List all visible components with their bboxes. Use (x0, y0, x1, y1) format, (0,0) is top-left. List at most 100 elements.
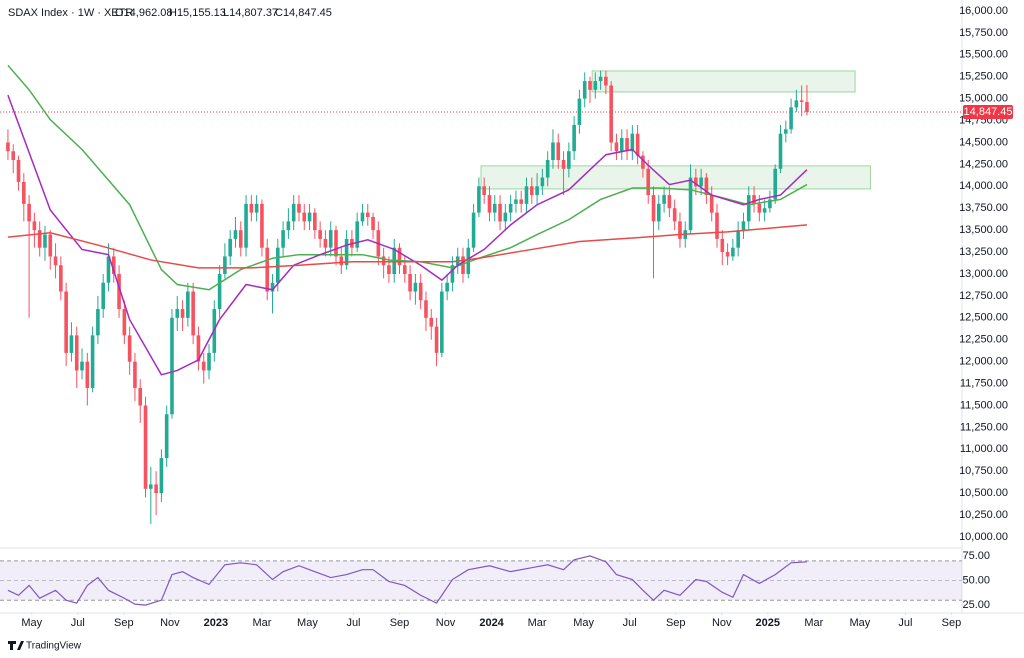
x-tick-label: 2024 (479, 617, 504, 629)
ohlc-low: L14,807.37 (223, 7, 278, 19)
candle-body (344, 238, 349, 266)
x-tick-label: 2023 (204, 617, 228, 629)
candle-body (180, 309, 185, 318)
candle-body (789, 107, 793, 130)
y-tick-label: 13,000.00 (959, 268, 1008, 280)
x-tick-label: Mar (528, 617, 547, 629)
candle-body (16, 160, 21, 182)
candle-body (535, 186, 539, 196)
candle-body (191, 291, 195, 336)
candle-body (286, 221, 291, 231)
candle-body (492, 203, 497, 213)
candle-body (381, 256, 386, 266)
candle-body (207, 352, 211, 371)
candle-body (577, 98, 582, 125)
candle-body (672, 208, 677, 222)
x-tick-label: Sep (942, 617, 962, 629)
candle-body (48, 234, 53, 257)
y-tick-label: 10,750.00 (959, 465, 1008, 477)
rsi-tick-label: 25.00 (962, 599, 990, 611)
candle-body (328, 230, 333, 248)
x-tick-label: May (21, 617, 42, 629)
candle-body (694, 177, 698, 187)
candle-body (59, 265, 63, 292)
x-tick-label: Sep (390, 617, 410, 629)
candle-body (561, 160, 566, 169)
candle-body (80, 361, 84, 371)
candle-body (450, 265, 455, 283)
y-tick-label: 15,500.00 (959, 49, 1008, 61)
candle-body (27, 203, 31, 222)
brand: TradingView (8, 641, 82, 652)
candle-body (265, 247, 270, 292)
candle-body (598, 76, 603, 82)
candle-body (133, 361, 137, 388)
y-tick-label: 15,000.00 (959, 93, 1008, 105)
candle-body (339, 256, 344, 266)
y-tick-label: 12,500.00 (959, 312, 1008, 324)
candle-body (6, 142, 10, 152)
candle-body (122, 309, 127, 336)
candle-body (371, 216, 375, 231)
candle-body (217, 273, 222, 310)
candle-body (429, 317, 434, 327)
candle-body (741, 221, 746, 231)
candle-body (387, 265, 391, 274)
candle-body (762, 208, 767, 213)
candle-body (96, 309, 100, 336)
candle-body (228, 238, 232, 257)
x-tick-label: May (573, 617, 594, 629)
candle-body (567, 151, 571, 169)
candle-body (477, 186, 481, 213)
y-tick-label: 12,000.00 (959, 356, 1008, 368)
y-tick-label: 12,750.00 (959, 290, 1008, 302)
candle-body (746, 195, 751, 222)
candle-body (149, 484, 153, 489)
candle-body (233, 230, 238, 239)
candle-body (799, 100, 804, 102)
candle-body (646, 168, 651, 196)
candle-body (323, 238, 328, 248)
candle-body (773, 168, 778, 200)
candle-body (281, 230, 285, 248)
zone (591, 70, 856, 93)
candle-body (572, 124, 576, 152)
legend-header: SDAX Index · 1W · XETR O14,962.08 H15,15… (8, 7, 332, 19)
rsi-line (7, 555, 807, 606)
x-tick-label: Mar (804, 617, 823, 629)
candle-body (794, 100, 799, 108)
candle-body (551, 142, 555, 161)
y-tick-label: 10,250.00 (959, 509, 1008, 521)
y-tick-label: 14,000.00 (959, 180, 1008, 192)
candle-body (424, 300, 428, 318)
x-tick-label: Mar (252, 617, 271, 629)
y-tick-label: 13,750.00 (959, 202, 1008, 214)
candle-body (461, 256, 465, 274)
y-tick-label: 14,500.00 (959, 136, 1008, 148)
candle-body (582, 81, 587, 99)
candle-body (74, 335, 79, 371)
candle-body (783, 129, 788, 134)
candle-body (614, 142, 619, 152)
moving-average (7, 224, 808, 269)
candle-body (223, 256, 227, 274)
candle-body (117, 273, 121, 310)
candle-body (641, 155, 645, 169)
candle-body (514, 199, 518, 204)
candle-body (688, 177, 693, 231)
candle-body (778, 133, 783, 169)
candle-body (651, 195, 656, 222)
x-tick-label: Nov (436, 617, 456, 629)
y-tick-label: 11,500.00 (960, 399, 1008, 411)
y-tick-label: 14,250.00 (959, 158, 1008, 170)
candle-body (397, 247, 402, 266)
candle-body (625, 138, 629, 152)
candle-body (138, 387, 143, 406)
ohlc-close: C14,847.45 (275, 7, 332, 19)
candle-body (482, 186, 486, 196)
x-tick-label: Nov (160, 617, 180, 629)
candle-body (752, 195, 756, 204)
candle-body (143, 405, 148, 489)
x-tick-label: Sep (114, 617, 134, 629)
candle-body (498, 203, 502, 222)
